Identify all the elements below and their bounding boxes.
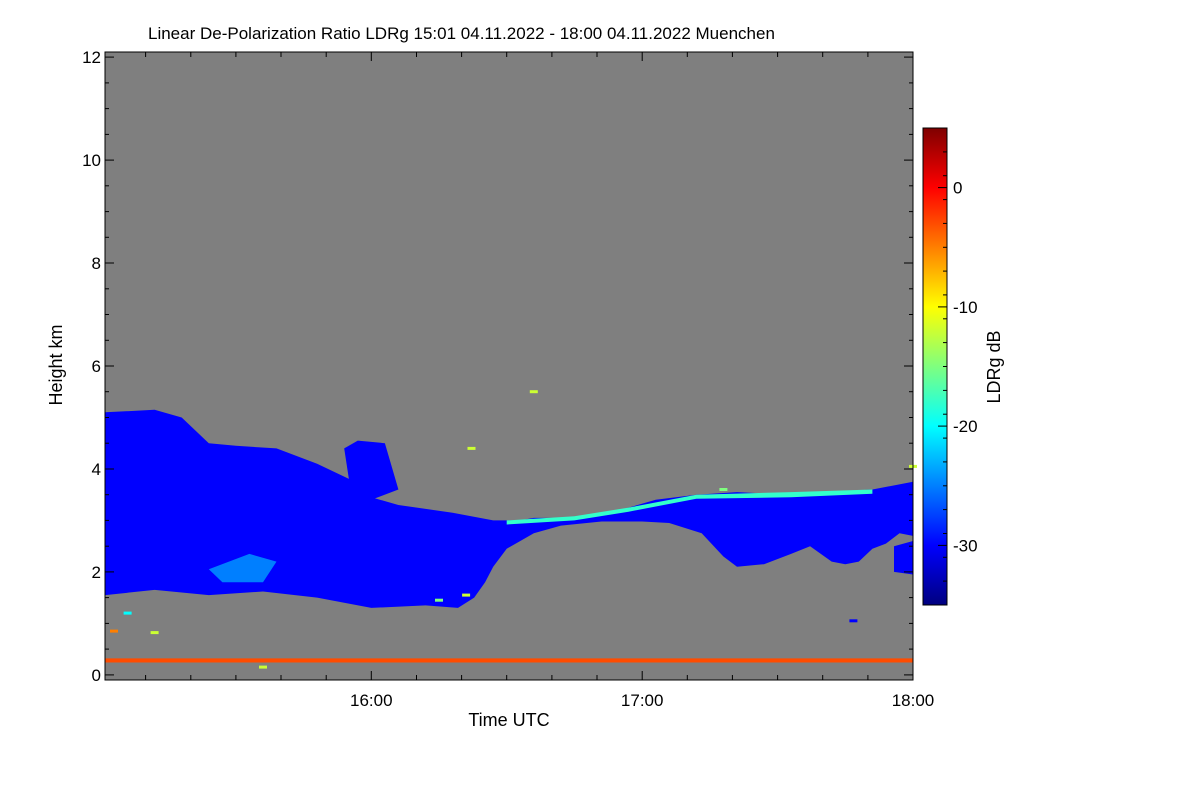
speckle-3 <box>462 593 471 597</box>
colorbar-tick-label: 0 <box>953 179 962 198</box>
heatmap-region-1 <box>105 409 914 608</box>
heatmap-region-4 <box>208 553 277 583</box>
colorbar-label: LDRg dB <box>984 330 1004 403</box>
x-tick-label: 16:00 <box>350 691 393 710</box>
y-tick-label: 2 <box>92 563 101 582</box>
heatmap-region-2 <box>344 440 399 500</box>
y-tick-label: 8 <box>92 254 101 273</box>
speckle-5 <box>719 488 728 491</box>
x-axis-label: Time UTC <box>468 710 549 730</box>
colorbar-tick-label: -10 <box>953 298 978 317</box>
plot-area <box>105 52 917 680</box>
speckle-4 <box>435 598 443 602</box>
colorbar-tick-label: -30 <box>953 536 978 555</box>
y-tick-label: 6 <box>92 357 101 376</box>
y-tick-label: 4 <box>92 460 101 479</box>
colorbar-tick-label: -20 <box>953 417 978 436</box>
speckle-7 <box>849 619 858 623</box>
x-tick-label: 17:00 <box>621 691 664 710</box>
speckle-10 <box>259 665 267 669</box>
heatmap-region-5 <box>506 489 873 525</box>
y-tick-label: 10 <box>82 151 101 170</box>
heatmap-region-6 <box>105 658 914 663</box>
speckle-2 <box>467 446 476 450</box>
speckle-11 <box>123 611 132 615</box>
axes: 0 2 4 6 8 10 12 16:00 17:00 18:00 <box>82 48 934 710</box>
speckle-9 <box>150 631 159 635</box>
y-tick-label: 0 <box>92 666 101 685</box>
chart-title: Linear De-Polarization Ratio LDRg 15:01 … <box>148 24 775 43</box>
colorbar: 0 -10 -20 -30 <box>922 127 978 606</box>
y-tick-label: 12 <box>82 48 101 67</box>
y-axis-label: Height km <box>46 324 66 405</box>
speckle-1 <box>529 390 538 394</box>
x-tick-label: 18:00 <box>892 691 935 710</box>
heatmap-region-3 <box>894 541 913 575</box>
speckle-8 <box>110 629 118 633</box>
